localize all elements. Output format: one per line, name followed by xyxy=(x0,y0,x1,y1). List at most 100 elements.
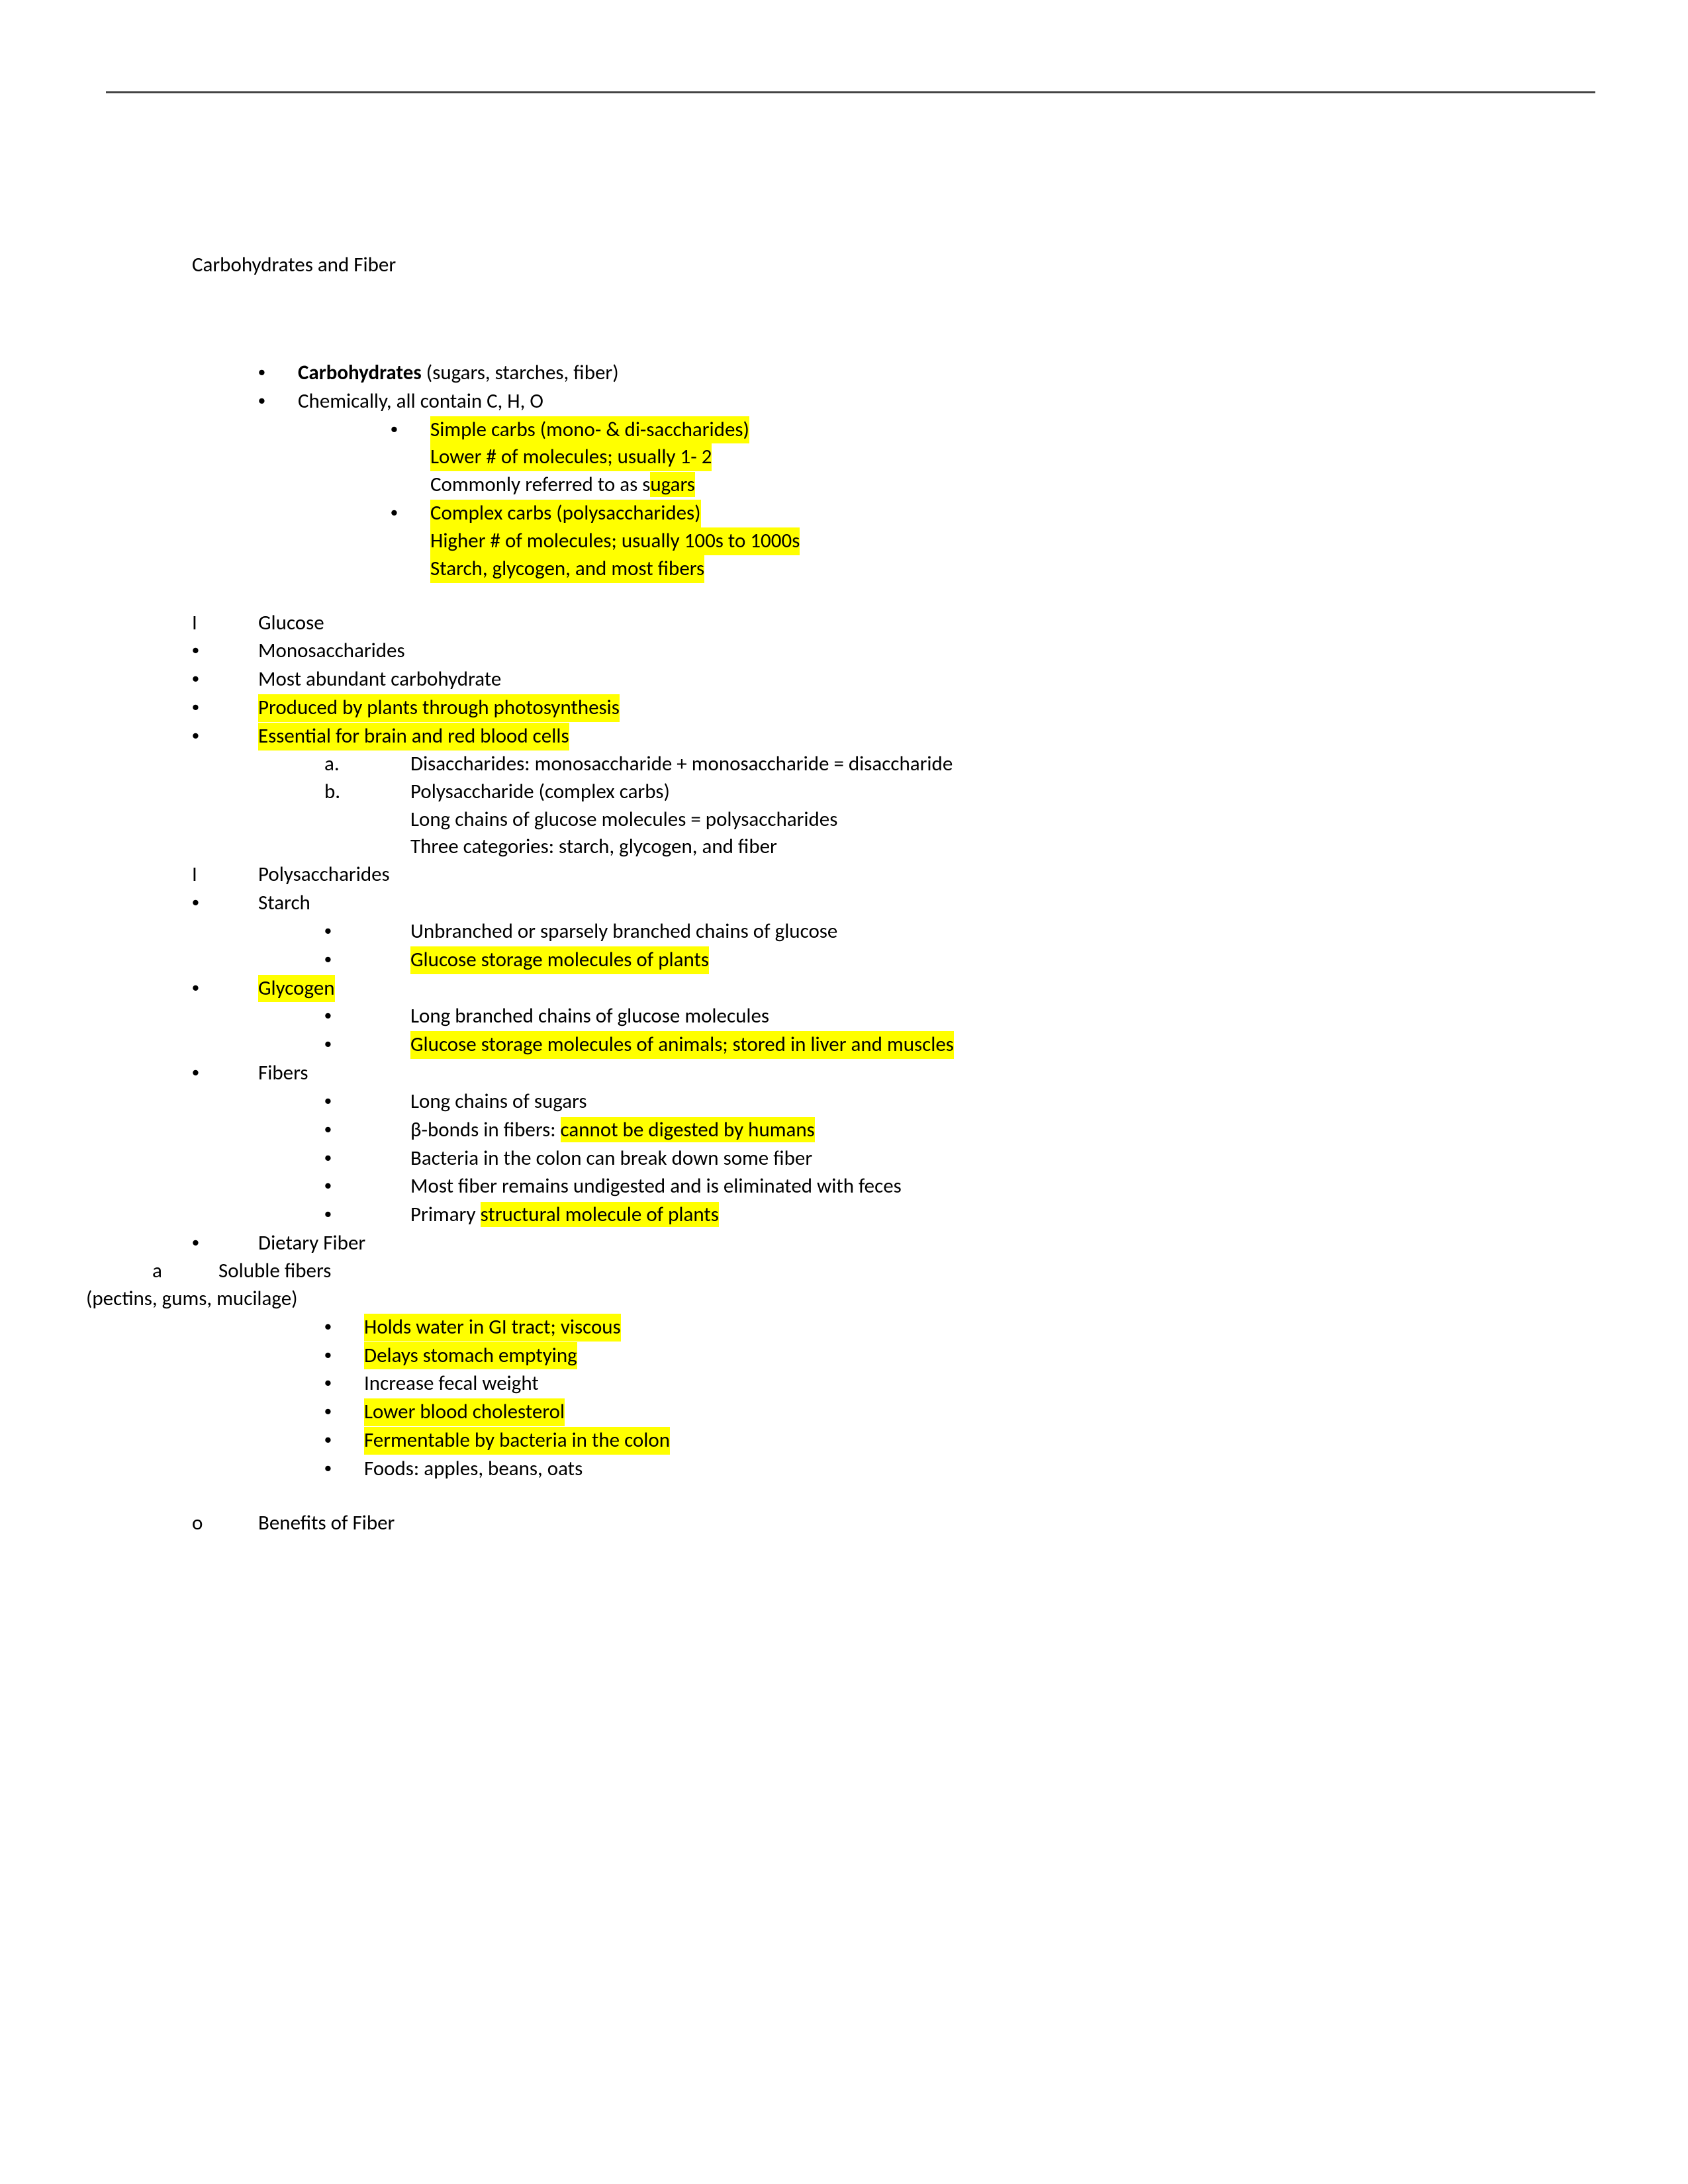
text: (pectins, gums, mucilage) xyxy=(86,1285,298,1313)
bullet-icon: • xyxy=(324,1369,364,1397)
list-item: Commonly referred to as sugars xyxy=(192,471,1489,499)
list-item: • Chemically, all contain C, H, O xyxy=(192,387,1489,416)
list-item: • Fermentable by bacteria in the colon xyxy=(192,1426,1489,1455)
list-item: • Complex carbs (polysaccharides) xyxy=(192,499,1489,527)
list-item: a Soluble fibers xyxy=(192,1257,1489,1285)
highlighted-text: Delays stomach emptying xyxy=(364,1342,577,1370)
list-item: • Bacteria in the colon can break down s… xyxy=(192,1144,1489,1173)
text: Benefits of Fiber xyxy=(258,1510,395,1537)
list-item: • Fibers xyxy=(192,1059,1489,1087)
text: Fibers xyxy=(258,1060,308,1087)
list-item: • Glucose storage molecules of plants xyxy=(192,946,1489,974)
bullet-icon: • xyxy=(324,1002,410,1030)
bullet-icon: • xyxy=(324,1116,410,1144)
bullet-icon: • xyxy=(391,416,430,443)
text: Carbohydrates (sugars, starches, fiber) xyxy=(298,359,619,387)
text: Polysaccharides xyxy=(258,861,390,889)
highlighted-text: Glucose storage molecules of plants xyxy=(410,946,709,974)
bullet-icon: • xyxy=(324,1087,410,1115)
bullet-icon: • xyxy=(324,1398,364,1426)
text: Increase fecal weight xyxy=(364,1370,539,1398)
title: Carbohydrates and Fiber xyxy=(192,251,1489,279)
list-item: • Unbranched or sparsely branched chains… xyxy=(192,917,1489,946)
list-item: • Holds water in GI tract; viscous xyxy=(192,1313,1489,1342)
highlighted-text: Essential for brain and red blood cells xyxy=(258,723,569,751)
list-item: • Long branched chains of glucose molecu… xyxy=(192,1002,1489,1030)
highlighted-text: Complex carbs (polysaccharides) xyxy=(430,500,701,527)
list-item: • Glycogen xyxy=(192,974,1489,1003)
bullet-icon: • xyxy=(192,722,258,750)
list-item: Three categories: starch, glycogen, and … xyxy=(192,833,1489,861)
text: Most fiber remains undigested and is eli… xyxy=(410,1173,902,1201)
text: Commonly referred to as sugars xyxy=(430,471,695,499)
list-item: • Primary structural molecule of plants xyxy=(192,1201,1489,1229)
highlighted-text: Starch, glycogen, and most fibers xyxy=(430,555,704,583)
text: Unbranched or sparsely branched chains o… xyxy=(410,918,837,946)
list-item: • Lower blood cholesterol xyxy=(192,1398,1489,1426)
text: Most abundant carbohydrate xyxy=(258,666,501,694)
page: Carbohydrates and Fiber • Carbohydrates … xyxy=(0,0,1688,2184)
list-item: • Glucose storage molecules of animals; … xyxy=(192,1030,1489,1059)
text: Dietary Fiber xyxy=(258,1230,365,1257)
title-text: Carbohydrates and Fiber xyxy=(192,251,396,279)
list-item: • Essential for brain and red blood cell… xyxy=(192,722,1489,751)
list-item: • Carbohydrates (sugars, starches, fiber… xyxy=(192,359,1489,387)
list-item: o Benefits of Fiber xyxy=(192,1510,1489,1537)
list-item: • Foods: apples, beans, oats xyxy=(192,1455,1489,1483)
highlighted-text: Glucose storage molecules of animals; st… xyxy=(410,1031,954,1059)
bold-text: Carbohydrates xyxy=(298,360,422,385)
highlighted-text: Lower blood cholesterol xyxy=(364,1398,565,1426)
list-item: • Long chains of sugars xyxy=(192,1087,1489,1116)
text: Primary structural molecule of plants xyxy=(410,1201,719,1229)
highlighted-text: Lower # of molecules; usually 1- 2 xyxy=(430,443,712,471)
bullet-icon: • xyxy=(192,889,258,917)
bullet-icon: • xyxy=(324,1426,364,1454)
text: Long chains of glucose molecules = polys… xyxy=(410,806,837,834)
text: Three categories: starch, glycogen, and … xyxy=(410,833,777,861)
bullet-icon: • xyxy=(324,1172,410,1200)
highlighted-text: Higher # of molecules; usually 100s to 1… xyxy=(430,527,800,555)
roman-marker: I xyxy=(192,861,258,889)
bullet-icon: • xyxy=(391,499,430,527)
list-item: I Glucose xyxy=(192,610,1489,637)
highlighted-text: structural molecule of plants xyxy=(481,1202,719,1227)
bullet-icon: • xyxy=(192,974,258,1002)
bullet-icon: • xyxy=(192,637,258,664)
bullet-icon: • xyxy=(324,1342,364,1369)
highlighted-text: Produced by plants through photosynthesi… xyxy=(258,694,620,722)
list-item: Higher # of molecules; usually 100s to 1… xyxy=(192,527,1489,555)
text: Starch xyxy=(258,889,310,917)
text: Glucose xyxy=(258,610,324,637)
text: Long chains of sugars xyxy=(410,1088,587,1116)
text-pre: Commonly referred to as s xyxy=(430,472,650,497)
list-item: I Polysaccharides xyxy=(192,861,1489,889)
list-item: (pectins, gums, mucilage) xyxy=(86,1285,1489,1313)
text: Soluble fibers xyxy=(218,1257,331,1285)
highlighted-text: Glycogen xyxy=(258,975,335,1003)
text-rest: (sugars, starches, fiber) xyxy=(422,360,619,385)
list-item: Starch, glycogen, and most fibers xyxy=(192,555,1489,583)
list-item: Long chains of glucose molecules = polys… xyxy=(192,806,1489,834)
text-pre: Primary xyxy=(410,1202,481,1227)
highlighted-text: Simple carbs (mono- & di-saccharides) xyxy=(430,416,749,444)
list-item: a. Disaccharides: monosaccharide + monos… xyxy=(192,751,1489,778)
highlighted-text: ugars xyxy=(650,472,695,497)
bullet-icon: • xyxy=(258,387,298,415)
text: Chemically, all contain C, H, O xyxy=(298,388,543,416)
bullet-icon: • xyxy=(324,1144,410,1172)
list-item: • Monosaccharides xyxy=(192,637,1489,665)
list-item: • Most abundant carbohydrate xyxy=(192,665,1489,694)
bullet-icon: • xyxy=(324,1201,410,1228)
list-item: • Dietary Fiber xyxy=(192,1229,1489,1257)
text: Disaccharides: monosaccharide + monosacc… xyxy=(410,751,953,778)
list-item: • Increase fecal weight xyxy=(192,1369,1489,1398)
header-rule xyxy=(106,91,1595,93)
list-item: • β-bonds in fibers: cannot be digested … xyxy=(192,1116,1489,1144)
bullet-icon: • xyxy=(324,1313,364,1341)
bullet-icon: • xyxy=(192,1059,258,1087)
list-item: • Starch xyxy=(192,889,1489,917)
text: Long branched chains of glucose molecule… xyxy=(410,1003,769,1030)
bullet-icon: • xyxy=(258,359,298,387)
letter-marker: b. xyxy=(324,778,410,806)
text: Bacteria in the colon can break down som… xyxy=(410,1145,812,1173)
